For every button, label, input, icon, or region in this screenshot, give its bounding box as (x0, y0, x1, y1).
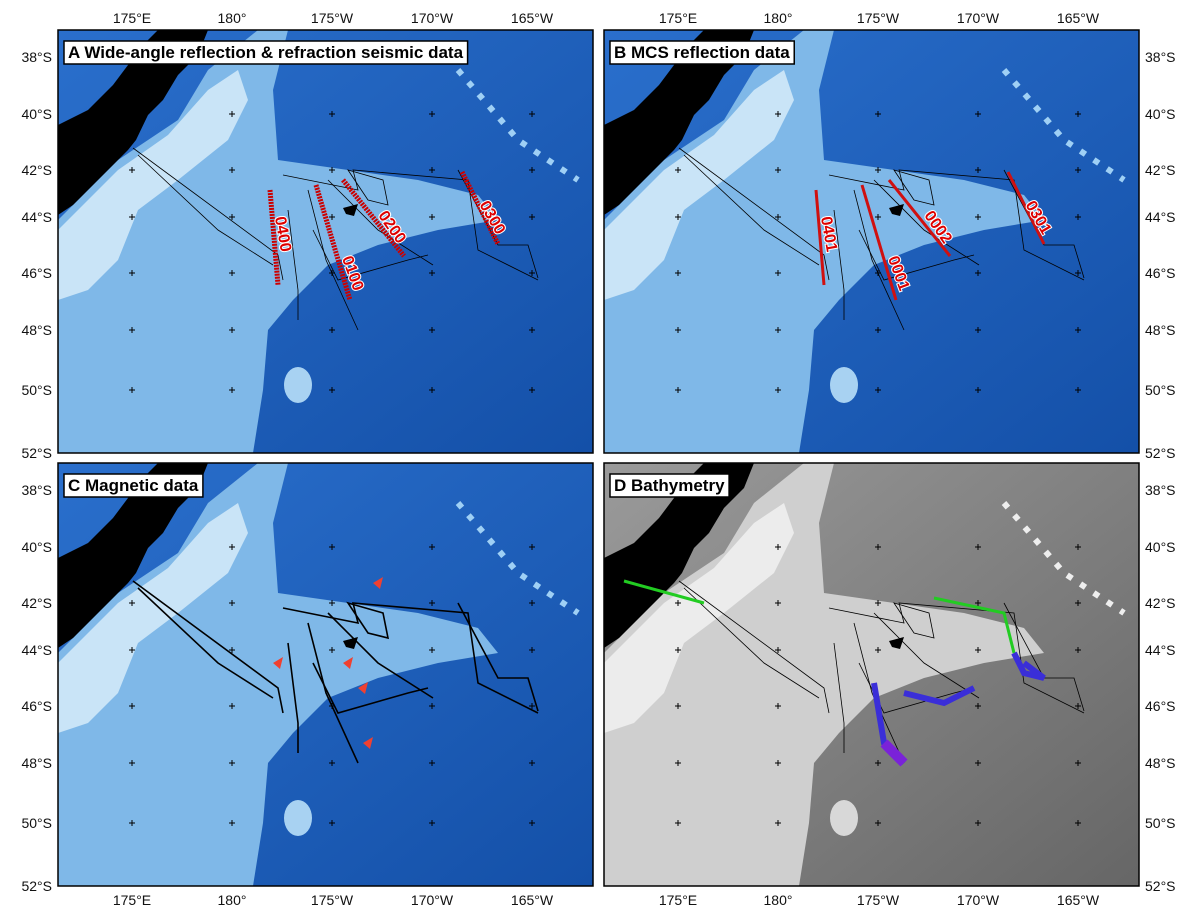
latitude-label: 52°S (1145, 878, 1176, 894)
bank (284, 800, 312, 836)
bank (830, 800, 858, 836)
latitude-label: 52°S (21, 445, 52, 461)
latitude-label: 48°S (21, 755, 52, 771)
bank (830, 367, 858, 403)
latitude-label: 50°S (21, 815, 52, 831)
latitude-label: 38°S (1145, 49, 1176, 65)
panel-title: C Magnetic data (68, 476, 199, 495)
panel-title: D Bathymetry (614, 476, 725, 495)
longitude-label: 170°W (411, 10, 454, 26)
latitude-label: 38°S (21, 49, 52, 65)
latitude-label: 40°S (1145, 539, 1176, 555)
map-body (604, 463, 1139, 886)
longitude-label: 165°W (511, 10, 554, 26)
latitude-label: 40°S (21, 539, 52, 555)
latitude-label: 40°S (1145, 106, 1176, 122)
latitude-label: 48°S (1145, 755, 1176, 771)
figure: 0400010002000300A Wide-angle reflection … (0, 0, 1192, 911)
latitude-label: 42°S (21, 162, 52, 178)
latitude-label: 46°S (21, 698, 52, 714)
latitude-label: 42°S (1145, 162, 1176, 178)
latitude-label: 46°S (1145, 265, 1176, 281)
map-body (58, 463, 593, 886)
latitude-label: 52°S (1145, 445, 1176, 461)
longitude-label: 170°W (957, 10, 1000, 26)
latitude-label: 48°S (1145, 322, 1176, 338)
latitude-label: 46°S (21, 265, 52, 281)
longitude-label: 175°E (113, 892, 151, 908)
latitude-label: 48°S (21, 322, 52, 338)
bank (284, 367, 312, 403)
longitude-label: 165°W (511, 892, 554, 908)
latitude-label: 44°S (21, 642, 52, 658)
longitude-label: 180° (764, 892, 793, 908)
map-panel: D Bathymetry (604, 463, 1139, 886)
longitude-label: 180° (764, 10, 793, 26)
longitude-label: 165°W (1057, 892, 1100, 908)
latitude-label: 44°S (1145, 642, 1176, 658)
panel-title: A Wide-angle reflection & refraction sei… (68, 43, 464, 62)
longitude-label: 175°W (857, 892, 900, 908)
latitude-label: 50°S (1145, 382, 1176, 398)
latitude-label: 44°S (21, 209, 52, 225)
map-panel: C Magnetic data (58, 463, 593, 886)
latitude-label: 52°S (21, 878, 52, 894)
latitude-label: 46°S (1145, 698, 1176, 714)
longitude-label: 165°W (1057, 10, 1100, 26)
longitude-label: 170°W (957, 892, 1000, 908)
latitude-label: 50°S (21, 382, 52, 398)
latitude-label: 42°S (1145, 595, 1176, 611)
latitude-label: 40°S (21, 106, 52, 122)
longitude-label: 180° (218, 892, 247, 908)
latitude-label: 38°S (21, 482, 52, 498)
latitude-label: 42°S (21, 595, 52, 611)
latitude-label: 50°S (1145, 815, 1176, 831)
map-body: 0400010002000300 (58, 30, 593, 453)
longitude-label: 175°W (311, 10, 354, 26)
panel-title: B MCS reflection data (614, 43, 790, 62)
longitude-label: 175°E (659, 892, 697, 908)
longitude-label: 175°W (857, 10, 900, 26)
latitude-label: 44°S (1145, 209, 1176, 225)
longitude-label: 175°W (311, 892, 354, 908)
longitude-label: 180° (218, 10, 247, 26)
longitude-label: 170°W (411, 892, 454, 908)
latitude-label: 38°S (1145, 482, 1176, 498)
longitude-label: 175°E (659, 10, 697, 26)
longitude-label: 175°E (113, 10, 151, 26)
